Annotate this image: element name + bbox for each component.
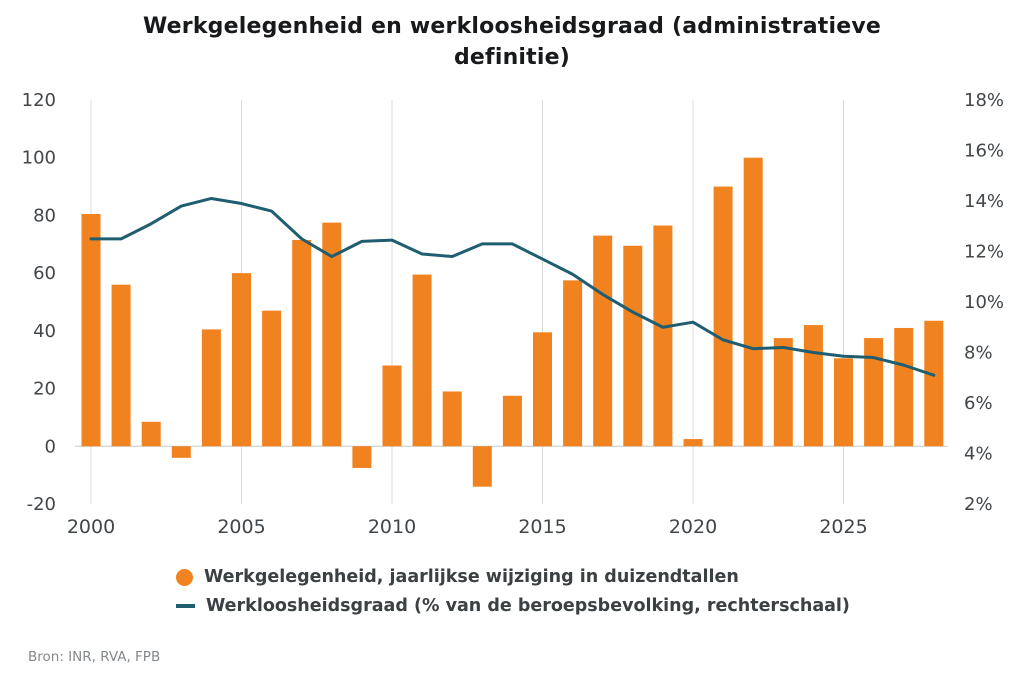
employment-bar xyxy=(743,157,763,447)
employment-bar xyxy=(292,239,312,447)
right-axis-tick-label: 16% xyxy=(964,141,1004,162)
employment-bar xyxy=(803,325,823,447)
x-axis-tick-label: 2005 xyxy=(217,516,265,538)
right-axis-tick-label: 4% xyxy=(964,444,993,465)
right-axis-tick-label: 6% xyxy=(964,393,993,414)
unemployment-rate-line xyxy=(89,196,936,377)
chart-canvas: -20 0 20 40 60 80 100 120 2% 4% 6% 8% 10% 12% 14% 16% 18… xyxy=(22,90,1004,538)
employment-bar xyxy=(894,327,914,447)
left-axis-tick-label: 100 xyxy=(22,148,56,169)
employment-bar xyxy=(834,358,853,447)
employment-bar xyxy=(683,439,703,447)
employment-bar xyxy=(382,365,402,447)
employment-bar xyxy=(201,329,221,447)
left-axis-tick-label: 0 xyxy=(45,436,56,457)
legend-item-employment-label: Werkgelegenheid, jaarlijkse wijziging in… xyxy=(204,567,739,587)
employment-bar xyxy=(563,280,583,447)
x-axis-tick-label: 2020 xyxy=(669,516,717,538)
employment-bar xyxy=(412,274,432,447)
employment-bar xyxy=(864,338,884,447)
x-axis-tick-label: 2000 xyxy=(67,516,115,538)
employment-bar-swatch-icon xyxy=(176,568,193,586)
employment-bar xyxy=(472,446,492,487)
left-axis-tick-label: 40 xyxy=(33,321,56,342)
right-axis-tick-label: 12% xyxy=(964,242,1004,263)
employment-bar xyxy=(442,391,462,447)
employment-bar xyxy=(352,446,372,468)
employment-bar xyxy=(322,222,342,447)
employment-bar xyxy=(171,446,191,458)
employment-bar xyxy=(623,245,643,447)
x-axis-tick-label: 2010 xyxy=(368,516,416,538)
chart-legend: Werkgelegenheid, jaarlijkse wijziging in… xyxy=(176,567,850,616)
right-axis-tick-label: 8% xyxy=(964,343,993,364)
left-axis-tick-label: 20 xyxy=(33,379,56,400)
right-axis-tick-label: 18% xyxy=(964,90,1004,111)
employment-bar xyxy=(232,273,251,447)
left-axis-tick-label: -20 xyxy=(27,494,56,515)
chart-title: Werkgelegenheid en werkloosheidsgraad (a… xyxy=(142,14,882,70)
unemployment-line-swatch-icon xyxy=(176,604,195,608)
employment-bar xyxy=(111,284,131,447)
employment-bar xyxy=(262,310,282,447)
employment-bar xyxy=(81,213,101,447)
right-axis-tick-label: 2% xyxy=(964,494,993,515)
employment-bar xyxy=(924,320,944,447)
employment-bar xyxy=(533,332,552,447)
legend-item-unemployment-label: Werkloosheidsgraad (% van de beroepsbevo… xyxy=(206,596,850,616)
left-axis-tick-label: 120 xyxy=(22,90,56,111)
left-axis-tick-label: 60 xyxy=(33,263,56,284)
employment-bar xyxy=(713,186,733,447)
right-axis-tick-label: 10% xyxy=(964,292,1004,313)
x-axis-tick-label: 2015 xyxy=(518,516,566,538)
legend-item-unemployment: Werkloosheidsgraad (% van de beroepsbevo… xyxy=(176,596,850,616)
source-note: Bron: INR, RVA, FPB xyxy=(28,649,161,665)
x-axis-tick-label: 2025 xyxy=(819,516,867,538)
right-axis-tick-label: 14% xyxy=(964,191,1004,212)
legend-item-employment: Werkgelegenheid, jaarlijkse wijziging in… xyxy=(176,567,850,587)
employment-bar xyxy=(773,338,793,447)
employment-bar xyxy=(141,421,161,447)
left-axis-tick-label: 80 xyxy=(33,205,56,226)
employment-bar xyxy=(653,225,673,447)
employment-bar xyxy=(593,235,613,447)
employment-bar xyxy=(502,395,522,447)
